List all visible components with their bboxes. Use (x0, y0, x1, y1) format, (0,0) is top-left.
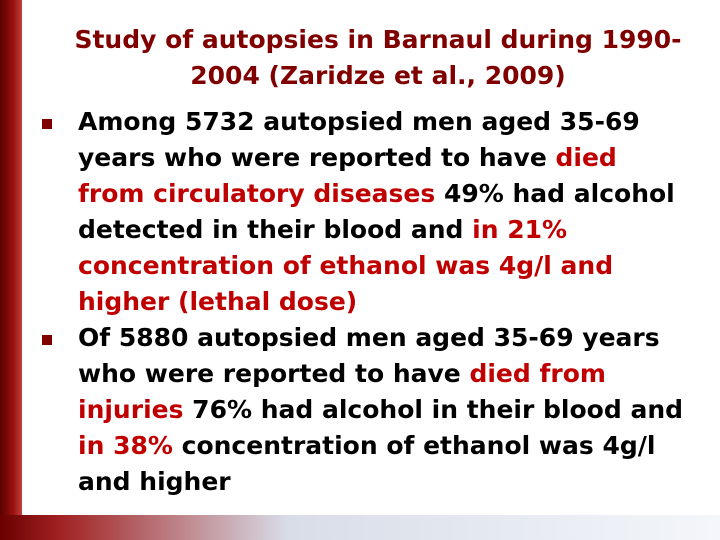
body-text: 49% had alcohol detected in their blood … (78, 179, 684, 244)
left-bar (0, 0, 22, 515)
highlight-text: died from injuries (78, 359, 615, 424)
body-text: 76% had alcohol in their blood and (183, 395, 692, 424)
highlight-text: in 21% concentration of ethanol was 4g/l… (78, 215, 622, 316)
highlight-text: died from circulatory diseases (78, 143, 626, 208)
body-text: concentration of ethanol was 4g/l and hi… (78, 431, 665, 496)
bullet-mark (42, 335, 52, 345)
highlight-text: in 38% (78, 431, 173, 460)
slide-title: Study of autopsies in Barnaul during 199… (74, 25, 682, 90)
body-text: Of 5880 autopsied men aged 35-69 years w… (78, 323, 669, 388)
body-text: Among 5732 autopsied men aged 35-69 year… (78, 107, 649, 172)
bottom-bar (0, 515, 720, 540)
bullet-item: Among 5732 autopsied men aged 35-69 year… (40, 104, 690, 320)
bullet-item: Of 5880 autopsied men aged 35-69 years w… (40, 320, 690, 500)
bullet-list: Among 5732 autopsied men aged 35-69 year… (40, 104, 690, 500)
bullet-mark (42, 119, 52, 129)
